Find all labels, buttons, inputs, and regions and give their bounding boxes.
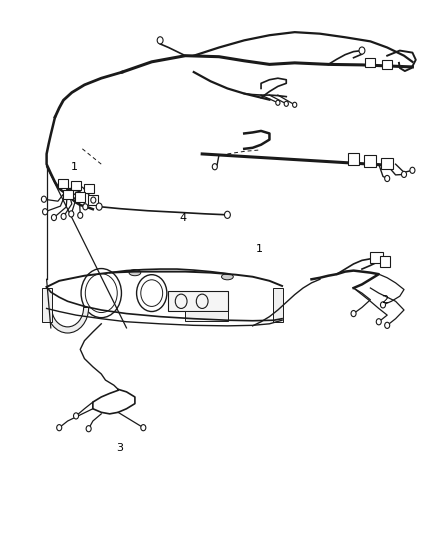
Circle shape [96, 203, 102, 210]
Circle shape [61, 213, 66, 220]
FancyBboxPatch shape [185, 311, 228, 321]
Circle shape [212, 164, 217, 170]
FancyBboxPatch shape [371, 252, 383, 263]
Text: 1: 1 [255, 244, 262, 254]
Wedge shape [46, 308, 88, 333]
Circle shape [51, 214, 57, 221]
FancyBboxPatch shape [63, 190, 73, 199]
FancyBboxPatch shape [71, 181, 81, 190]
Ellipse shape [129, 270, 141, 276]
Ellipse shape [222, 273, 233, 280]
Circle shape [284, 101, 288, 107]
Circle shape [42, 209, 48, 215]
FancyBboxPatch shape [348, 154, 360, 165]
FancyBboxPatch shape [382, 60, 392, 69]
FancyBboxPatch shape [364, 156, 376, 167]
Circle shape [57, 425, 62, 431]
Circle shape [78, 212, 83, 219]
Circle shape [410, 167, 415, 173]
Circle shape [83, 204, 88, 210]
Circle shape [157, 37, 163, 44]
Circle shape [351, 311, 356, 317]
FancyBboxPatch shape [365, 58, 375, 68]
Circle shape [376, 319, 381, 325]
FancyBboxPatch shape [273, 288, 283, 322]
FancyBboxPatch shape [168, 291, 228, 311]
Circle shape [224, 211, 230, 219]
FancyBboxPatch shape [75, 192, 85, 201]
Text: 1: 1 [71, 161, 78, 172]
Text: 2: 2 [381, 295, 389, 305]
Circle shape [69, 211, 74, 217]
Circle shape [91, 197, 96, 203]
Circle shape [359, 47, 365, 54]
FancyBboxPatch shape [381, 158, 393, 169]
FancyBboxPatch shape [84, 184, 94, 193]
Circle shape [293, 102, 297, 107]
Circle shape [385, 175, 390, 182]
Circle shape [141, 425, 146, 431]
Circle shape [381, 302, 385, 308]
Circle shape [86, 426, 91, 432]
Circle shape [74, 413, 78, 419]
FancyBboxPatch shape [58, 179, 68, 188]
Text: 3: 3 [117, 443, 124, 453]
Circle shape [276, 100, 280, 106]
FancyBboxPatch shape [42, 288, 52, 322]
Text: 4: 4 [180, 213, 187, 223]
FancyBboxPatch shape [88, 196, 98, 205]
Circle shape [42, 196, 46, 203]
Circle shape [402, 171, 406, 177]
FancyBboxPatch shape [380, 256, 390, 266]
Circle shape [385, 322, 390, 328]
